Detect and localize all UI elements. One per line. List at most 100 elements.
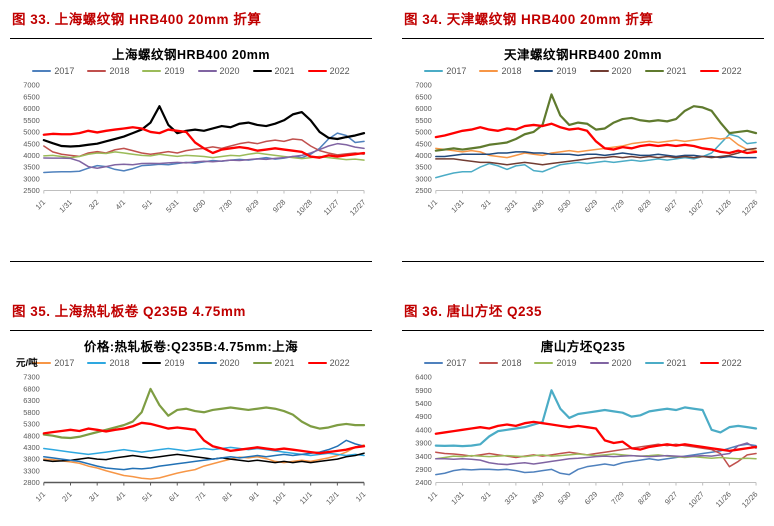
x-tick-label: 1/1 [426, 198, 440, 212]
legend-label: 2022 [329, 66, 350, 76]
x-tick-label: 11/1 [298, 490, 314, 506]
y-tick-label: 6800 [23, 384, 40, 393]
x-tick-label: 6/1 [167, 490, 181, 504]
series-line-2021 [42, 105, 366, 148]
y-tick-label: 6300 [23, 396, 40, 405]
x-tick-label: 10/27 [687, 490, 706, 510]
series-line-2018 [43, 446, 365, 457]
y-tick-label: 5800 [23, 408, 40, 417]
legend-swatch [87, 361, 107, 365]
y-tick-label: 6500 [23, 92, 40, 101]
y-tick-label: 6500 [415, 92, 432, 101]
legend-label: 2019 [164, 358, 185, 368]
x-tick-label: 8/28 [636, 490, 653, 507]
legend-item-2021: 2021 [252, 358, 295, 368]
legend-label: 2021 [274, 66, 295, 76]
x-tick-label: 5/31 [164, 198, 181, 215]
legend-swatch [699, 69, 719, 73]
legend: 2017 2018 2019 2020 2021 2022 [10, 358, 372, 368]
legend-item-2021: 2021 [252, 66, 295, 76]
figure-33-chart: 上海螺纹钢HRB400 20mm 2017 2018 2019 2020 2021 202… [10, 39, 372, 229]
x-tick-label: 9/1 [247, 490, 261, 504]
series-line-2020 [435, 147, 757, 166]
x-tick-label: 3/1 [479, 490, 493, 504]
y-tick-label: 5400 [415, 399, 432, 408]
legend-label: 2018 [109, 358, 130, 368]
y-tick-label: 7300 [23, 373, 40, 382]
x-tick-label: 10/1 [271, 490, 288, 507]
plot-area: 7000 6500 6000 5500 5000 4500 4000 3500 3000 2500… [415, 81, 759, 218]
series-line-2021 [42, 387, 366, 440]
x-tick-label: 1/1 [354, 490, 368, 504]
legend: 2017 2018 2019 2020 2021 2022 [10, 66, 372, 76]
x-tick-label: 12/26 [740, 490, 759, 510]
legend-swatch [644, 69, 664, 73]
legend-swatch [699, 361, 719, 365]
legend-swatch [424, 69, 444, 73]
y-axis-unit-label: 元/吨 [16, 358, 38, 369]
x-tick-label: 5/30 [556, 198, 573, 215]
y-tick-label: 2500 [415, 186, 432, 195]
y-tick-label: 2500 [23, 186, 40, 195]
y-tick-label: 5300 [23, 419, 40, 428]
y-tick-label: 4400 [415, 425, 432, 434]
figure-35-header: 图 35. 上海热轧板卷 Q235B 4.75mm [10, 298, 372, 331]
legend: 2017 2018 2019 2020 2021 2022 [402, 358, 764, 368]
x-tick-label: 4/1 [114, 490, 128, 504]
series-line-2022 [434, 122, 758, 155]
series-line-2022 [42, 421, 366, 455]
legend-label: 2021 [274, 358, 295, 368]
series-line-2018 [435, 137, 757, 159]
x-tick-label: 7/30 [217, 198, 234, 215]
legend-item-2020: 2020 [589, 66, 632, 76]
legend-swatch [87, 69, 107, 73]
x-tick-label: 5/30 [556, 490, 573, 507]
x-tick-label: 8/29 [244, 198, 261, 215]
legend-swatch [424, 361, 444, 365]
x-tick-label: 10/28 [295, 198, 314, 218]
legend-swatch [479, 69, 499, 73]
y-tick-label: 4500 [415, 139, 432, 148]
x-tick-label: 10/27 [687, 198, 706, 218]
x-tick-label: 5/1 [140, 198, 154, 212]
x-tick-label: 1/1 [34, 198, 48, 212]
y-tick-label: 4000 [415, 151, 432, 160]
legend-item-2022: 2022 [307, 358, 350, 368]
legend-item-2021: 2021 [644, 358, 687, 368]
x-tick-label: 6/29 [583, 198, 600, 215]
legend-label: 2019 [556, 358, 577, 368]
figure-35-chart: 价格:热轧板卷:Q235B:4.75mm:上海 元/吨 2017 2018 2019… [10, 331, 372, 521]
x-tick-label: 1/31 [449, 198, 466, 215]
legend-swatch [589, 361, 609, 365]
plot-area: 7300 6800 6300 5800 5300 4800 4300 3800 3300 2800… [23, 373, 368, 507]
y-tick-label: 6400 [415, 373, 432, 382]
x-tick-label: 3/1 [87, 490, 101, 504]
legend-item-2018: 2018 [87, 66, 129, 76]
x-tick-label: 3/31 [503, 490, 520, 507]
y-tick-label: 5500 [415, 116, 432, 125]
y-tick-label: 6000 [23, 104, 40, 113]
legend-swatch [252, 361, 272, 365]
legend-label: 2017 [446, 66, 467, 76]
series-line-2017 [43, 444, 365, 480]
y-tick-label: 5500 [23, 116, 40, 125]
x-tick-label: 7/29 [609, 198, 626, 215]
y-tick-label: 6000 [415, 104, 432, 113]
chart-title: 天津螺纹钢HRB400 20mm [503, 48, 663, 62]
series-line-2020 [435, 442, 757, 466]
series-line-2019 [43, 151, 365, 161]
legend-label: 2018 [109, 66, 130, 76]
y-tick-label: 3500 [415, 163, 432, 172]
series-line-2019 [43, 452, 365, 464]
y-tick-label: 4300 [23, 443, 40, 452]
legend: 2017 2018 2019 2020 2021 2022 [402, 66, 764, 76]
figure-34-chart: 天津螺纹钢HRB400 20mm 2017 2018 2019 2020 2021 202… [402, 39, 764, 229]
x-tick-label: 8/1 [220, 490, 234, 504]
x-tick-label: 7/29 [609, 490, 626, 507]
y-tick-label: 4500 [23, 139, 40, 148]
y-tick-label: 3000 [415, 174, 432, 183]
x-tick-label: 4/30 [529, 198, 546, 215]
x-tick-label: 4/1 [114, 198, 128, 212]
y-tick-label: 3300 [23, 466, 40, 475]
x-tick-label: 1/31 [449, 490, 466, 507]
